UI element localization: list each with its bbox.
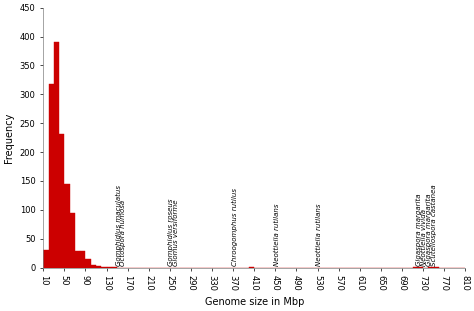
Text: Chroogomphus rutilus: Chroogomphus rutilus [232, 188, 238, 267]
Bar [412, 267, 418, 268]
Bar [54, 42, 59, 268]
Bar [48, 84, 54, 268]
Text: Gomphidius maculatus: Gomphidius maculatus [116, 185, 122, 267]
X-axis label: Genome size in Mbp: Genome size in Mbp [205, 297, 304, 307]
Bar [112, 267, 117, 268]
Text: Gomphidius roseus: Gomphidius roseus [168, 199, 174, 267]
Bar [59, 134, 64, 268]
Text: Neottiella rutilans: Neottiella rutilans [274, 204, 280, 267]
Bar [70, 213, 75, 268]
Bar [96, 267, 101, 268]
Bar [91, 265, 96, 268]
Bar [64, 184, 70, 268]
Bar [418, 267, 423, 268]
Text: Neottiella rutilans: Neottiella rutilans [316, 204, 322, 267]
Text: Gigaspora margarita: Gigaspora margarita [416, 194, 422, 267]
Bar [434, 267, 439, 268]
Text: Octospora humosa: Octospora humosa [120, 200, 127, 267]
Text: Gigaspora margarita: Gigaspora margarita [426, 194, 432, 267]
Text: Glomus versiforme: Glomus versiforme [173, 200, 179, 267]
Bar [249, 267, 254, 268]
Text: Neottiella vivida: Neottiella vivida [421, 210, 427, 267]
Text: Scutellospora castanea: Scutellospora castanea [430, 185, 437, 267]
Bar [43, 250, 48, 268]
Bar [101, 267, 107, 268]
Bar [428, 267, 434, 268]
Bar [107, 267, 112, 268]
Bar [75, 252, 80, 268]
Bar [85, 259, 91, 268]
Y-axis label: Frequency: Frequency [4, 113, 14, 163]
Bar [80, 252, 85, 268]
